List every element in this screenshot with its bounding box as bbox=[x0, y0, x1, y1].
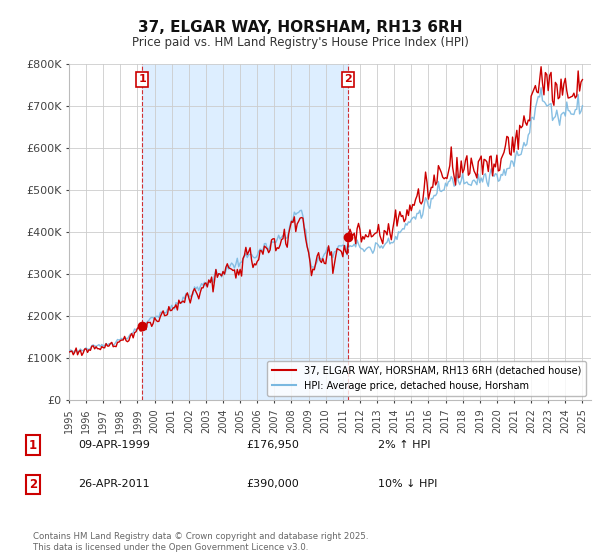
Text: 10% ↓ HPI: 10% ↓ HPI bbox=[378, 479, 437, 489]
Text: Contains HM Land Registry data © Crown copyright and database right 2025.
This d: Contains HM Land Registry data © Crown c… bbox=[33, 532, 368, 552]
Text: £390,000: £390,000 bbox=[246, 479, 299, 489]
Text: £176,950: £176,950 bbox=[246, 440, 299, 450]
Text: 2% ↑ HPI: 2% ↑ HPI bbox=[378, 440, 431, 450]
Bar bbox=[142, 64, 349, 400]
Text: 2: 2 bbox=[29, 478, 37, 491]
Text: 09-APR-1999: 09-APR-1999 bbox=[78, 440, 150, 450]
Text: 26-APR-2011: 26-APR-2011 bbox=[78, 479, 149, 489]
Text: 1: 1 bbox=[29, 438, 37, 452]
Text: 2: 2 bbox=[344, 74, 352, 85]
Text: 1: 1 bbox=[138, 74, 146, 85]
Text: 37, ELGAR WAY, HORSHAM, RH13 6RH: 37, ELGAR WAY, HORSHAM, RH13 6RH bbox=[138, 20, 462, 35]
Text: Price paid vs. HM Land Registry's House Price Index (HPI): Price paid vs. HM Land Registry's House … bbox=[131, 36, 469, 49]
Legend: 37, ELGAR WAY, HORSHAM, RH13 6RH (detached house), HPI: Average price, detached : 37, ELGAR WAY, HORSHAM, RH13 6RH (detach… bbox=[267, 361, 586, 395]
